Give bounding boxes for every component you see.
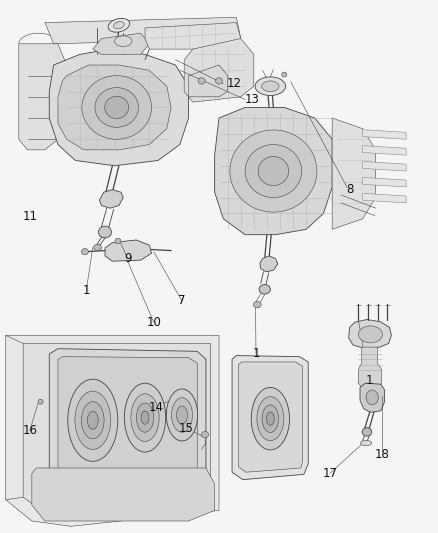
Text: 9: 9: [124, 252, 131, 265]
Ellipse shape: [115, 36, 132, 46]
Text: 17: 17: [322, 467, 338, 480]
Polygon shape: [23, 343, 210, 516]
Ellipse shape: [75, 391, 111, 449]
Polygon shape: [105, 240, 152, 261]
Polygon shape: [332, 118, 376, 229]
Polygon shape: [58, 65, 171, 150]
Ellipse shape: [362, 427, 372, 436]
Ellipse shape: [198, 78, 205, 84]
Polygon shape: [215, 108, 332, 235]
Ellipse shape: [166, 389, 198, 441]
Text: 1: 1: [252, 348, 260, 360]
Ellipse shape: [108, 18, 130, 32]
Polygon shape: [360, 383, 385, 413]
Ellipse shape: [172, 398, 192, 432]
Polygon shape: [363, 193, 406, 203]
Ellipse shape: [261, 81, 279, 92]
Ellipse shape: [141, 411, 149, 424]
Polygon shape: [184, 38, 254, 102]
Polygon shape: [363, 130, 406, 139]
Ellipse shape: [245, 144, 302, 198]
Ellipse shape: [230, 130, 317, 212]
Ellipse shape: [360, 440, 372, 446]
Text: 1: 1: [82, 284, 90, 297]
Ellipse shape: [253, 302, 261, 308]
Ellipse shape: [177, 406, 187, 424]
Polygon shape: [363, 177, 406, 187]
Text: 15: 15: [179, 422, 194, 435]
Ellipse shape: [105, 96, 129, 118]
Text: 1: 1: [365, 374, 373, 387]
Polygon shape: [32, 468, 215, 521]
Ellipse shape: [131, 394, 159, 441]
Ellipse shape: [113, 22, 124, 29]
Ellipse shape: [201, 431, 208, 438]
Ellipse shape: [81, 248, 88, 255]
Ellipse shape: [115, 238, 121, 244]
Ellipse shape: [82, 76, 152, 139]
Text: 10: 10: [146, 316, 161, 329]
Polygon shape: [99, 190, 123, 208]
Text: 16: 16: [22, 424, 37, 438]
Ellipse shape: [257, 397, 284, 441]
Text: 11: 11: [22, 209, 37, 223]
Polygon shape: [232, 356, 308, 480]
Polygon shape: [363, 161, 406, 171]
Polygon shape: [45, 17, 241, 44]
Ellipse shape: [68, 379, 118, 462]
Polygon shape: [349, 319, 391, 349]
Ellipse shape: [81, 402, 104, 439]
Text: 12: 12: [227, 77, 242, 90]
Polygon shape: [49, 49, 188, 166]
Polygon shape: [239, 362, 303, 472]
Text: 18: 18: [375, 448, 390, 461]
Ellipse shape: [215, 78, 223, 84]
Polygon shape: [145, 22, 241, 49]
Polygon shape: [93, 33, 149, 54]
Polygon shape: [19, 44, 67, 150]
Text: 13: 13: [244, 93, 259, 106]
Polygon shape: [58, 357, 197, 484]
Ellipse shape: [124, 383, 166, 452]
Ellipse shape: [99, 226, 112, 238]
Ellipse shape: [136, 403, 154, 432]
Ellipse shape: [266, 412, 274, 425]
Ellipse shape: [259, 285, 270, 294]
Polygon shape: [49, 349, 206, 492]
Ellipse shape: [255, 77, 286, 95]
Ellipse shape: [38, 399, 43, 404]
Text: 7: 7: [178, 294, 186, 308]
Ellipse shape: [282, 72, 287, 77]
Ellipse shape: [262, 405, 279, 432]
Polygon shape: [260, 256, 278, 272]
Polygon shape: [188, 65, 228, 97]
Polygon shape: [358, 347, 382, 389]
Text: 8: 8: [346, 183, 353, 196]
Ellipse shape: [251, 387, 290, 450]
Ellipse shape: [94, 244, 102, 251]
Ellipse shape: [366, 390, 378, 405]
Ellipse shape: [358, 326, 382, 343]
Ellipse shape: [95, 87, 138, 127]
Text: 14: 14: [148, 400, 163, 414]
Polygon shape: [6, 335, 219, 526]
Ellipse shape: [258, 157, 289, 185]
Ellipse shape: [87, 411, 98, 429]
Polygon shape: [363, 146, 406, 155]
